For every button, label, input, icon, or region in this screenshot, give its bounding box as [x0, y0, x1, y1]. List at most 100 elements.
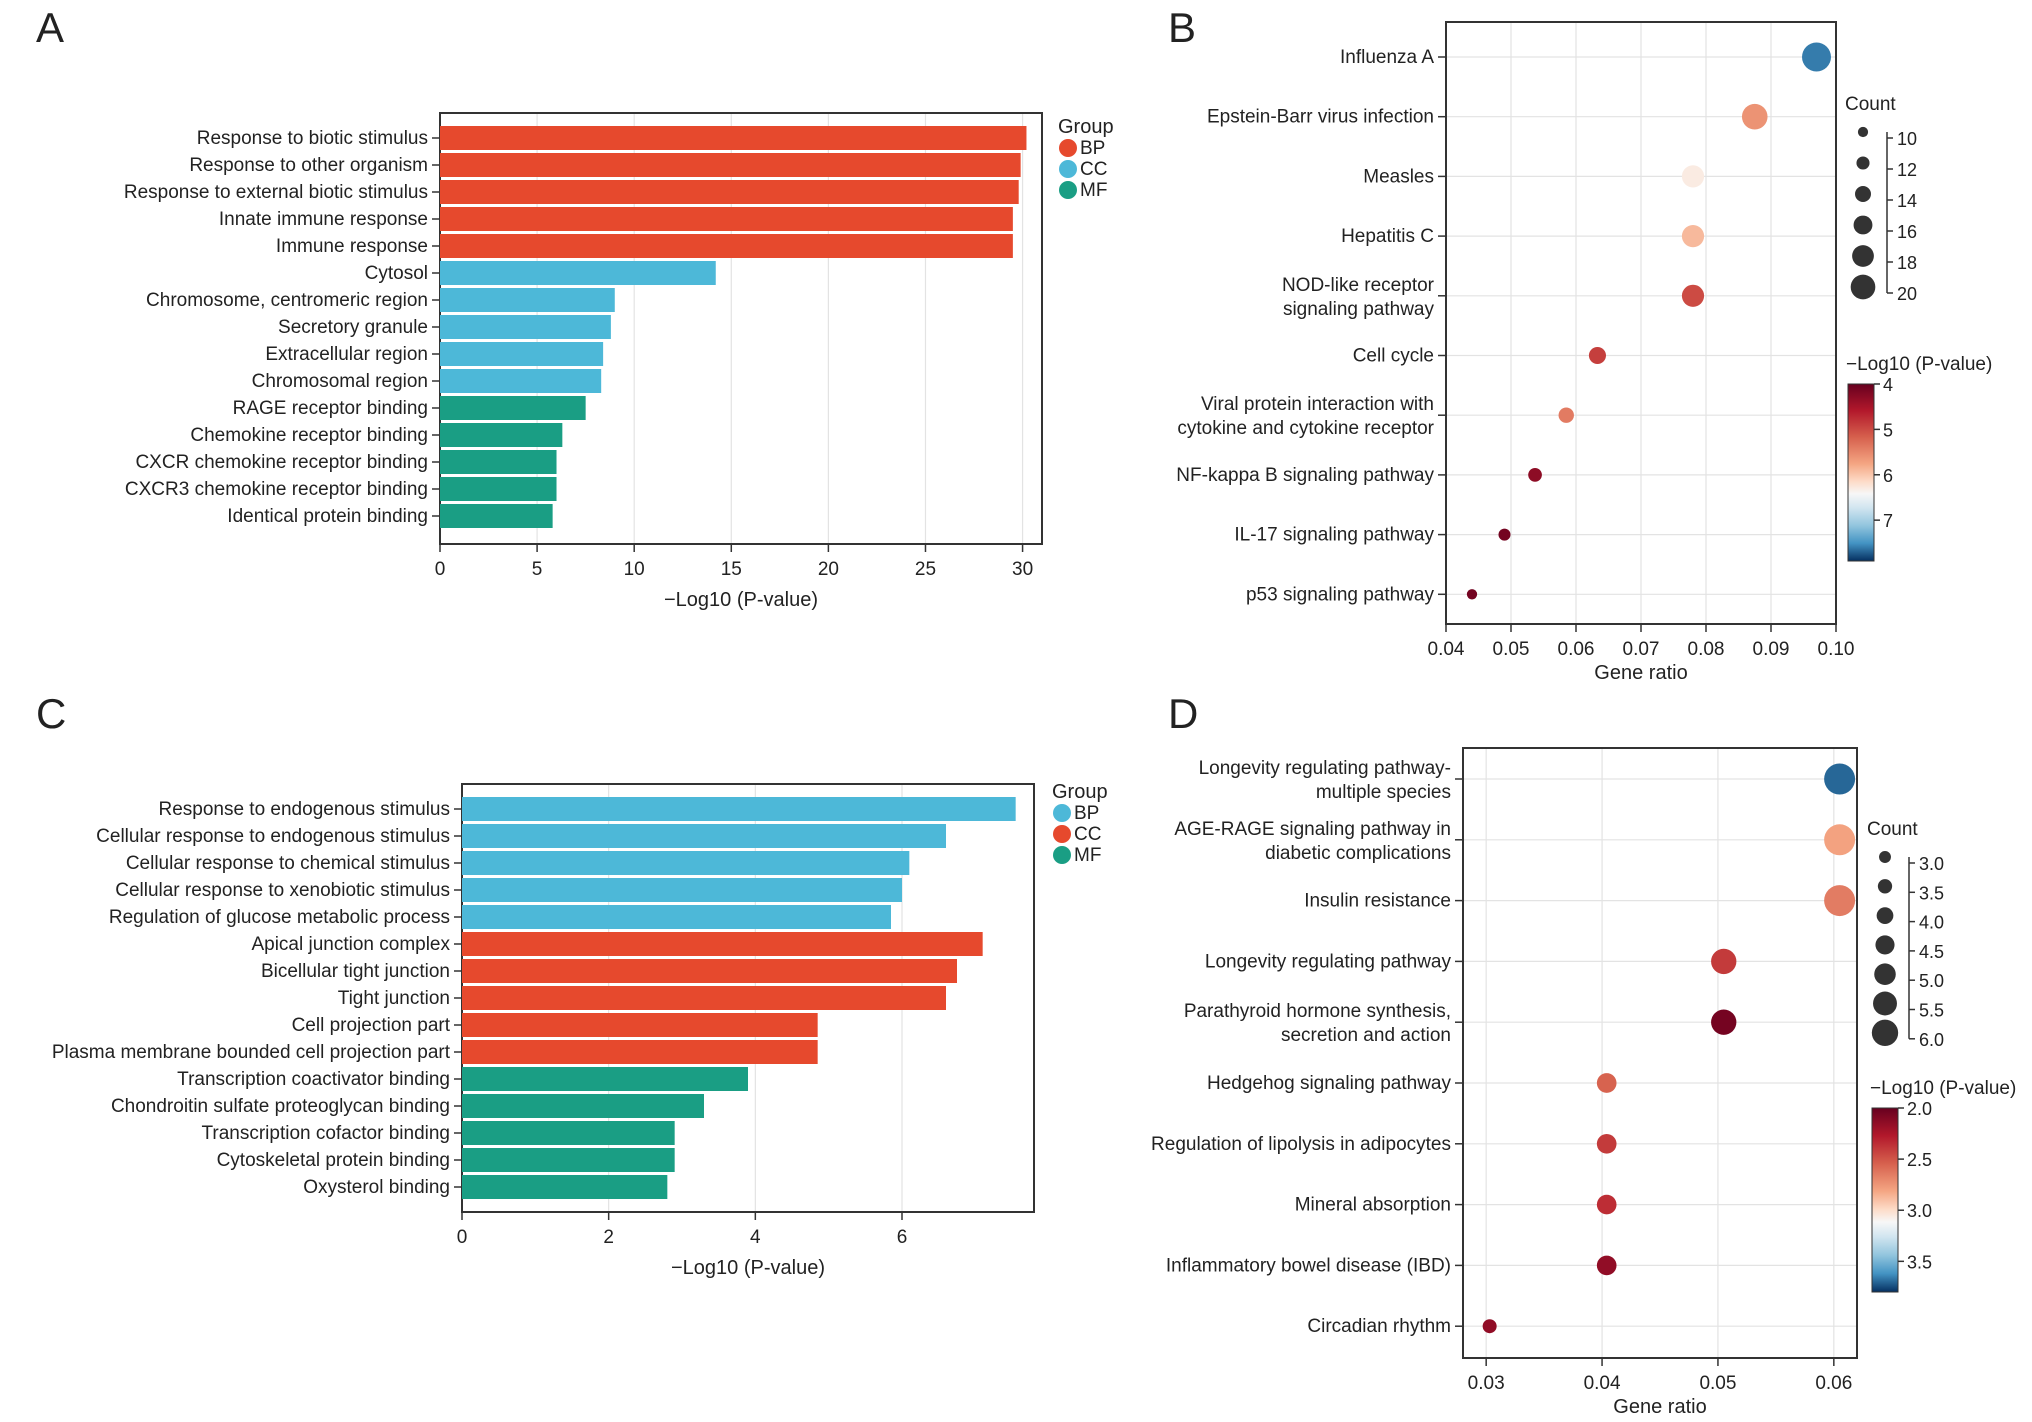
x-tick-label: 5 — [532, 559, 543, 580]
size-legend-label: 5.5 — [1919, 1001, 1944, 1021]
data-point — [1824, 824, 1856, 856]
color-legend-title: −Log10 (P-value) — [1870, 1078, 2016, 1099]
panel-letter-c: C — [36, 690, 66, 737]
bar — [462, 1013, 818, 1037]
y-tick-label: Transcription cofactor binding — [201, 1123, 450, 1144]
x-tick-label: 0.03 — [1468, 1373, 1505, 1394]
legend-swatch — [1059, 160, 1077, 178]
y-tick-label: diabetic complications — [1265, 843, 1451, 864]
legend-label: CC — [1074, 824, 1101, 845]
bar — [440, 396, 586, 420]
bar — [440, 369, 602, 393]
y-tick-label: Cytosol — [365, 263, 428, 284]
y-tick-label: Oxysterol binding — [303, 1177, 450, 1198]
size-legend-dot — [1871, 1019, 1899, 1046]
y-tick-label: Plasma membrane bounded cell projection … — [52, 1042, 451, 1063]
y-tick-label: Chondroitin sulfate proteoglycan binding — [111, 1096, 450, 1117]
y-tick-label: Viral protein interaction with — [1201, 394, 1434, 415]
size-legend-dot — [1852, 245, 1874, 267]
legend-title: Group — [1058, 116, 1114, 138]
y-tick-label: Regulation of glucose metabolic process — [109, 907, 450, 928]
x-axis-title: Gene ratio — [1594, 662, 1687, 684]
size-legend-dot — [1850, 274, 1876, 300]
bar — [462, 1040, 818, 1064]
bar — [462, 1094, 704, 1118]
y-tick-label: RAGE receptor binding — [233, 398, 428, 419]
data-point — [1824, 885, 1856, 917]
bar — [440, 450, 557, 474]
y-tick-label: Hepatitis C — [1341, 226, 1434, 247]
size-legend-dot — [1873, 991, 1897, 1016]
y-tick-label: Response to endogenous stimulus — [158, 799, 450, 820]
y-tick-label: secretion and action — [1281, 1025, 1451, 1046]
color-legend-bar — [1871, 1107, 1899, 1293]
y-tick-label: AGE-RAGE signaling pathway in — [1174, 819, 1451, 840]
y-tick-label: Insulin resistance — [1304, 891, 1451, 912]
legend-swatch — [1059, 139, 1077, 157]
y-tick-label: Response to biotic stimulus — [197, 128, 428, 149]
y-tick-label: Epstein-Barr virus infection — [1207, 107, 1434, 128]
legend-swatch — [1059, 181, 1077, 199]
size-legend-dot — [1855, 186, 1871, 202]
data-point — [1482, 1319, 1497, 1334]
y-tick-label: Response to other organism — [189, 155, 428, 176]
y-tick-label: CXCR3 chemokine receptor binding — [125, 479, 428, 500]
legend-label: BP — [1074, 803, 1099, 824]
data-point — [1741, 103, 1768, 130]
bar — [462, 1175, 668, 1199]
y-tick-label: signaling pathway — [1283, 299, 1435, 320]
legend-label: MF — [1074, 845, 1101, 866]
y-tick-label: Circadian rhythm — [1307, 1316, 1451, 1337]
color-legend-label: 2.0 — [1907, 1099, 1932, 1119]
color-legend-bar — [1847, 383, 1875, 562]
bar — [440, 477, 557, 501]
bar — [440, 261, 716, 285]
y-tick-label: CXCR chemokine receptor binding — [135, 452, 428, 473]
panel-letter-b: B — [1168, 4, 1196, 51]
color-legend-label: 3.5 — [1907, 1252, 1932, 1272]
size-legend-dot — [1875, 935, 1895, 955]
data-point — [1711, 948, 1737, 975]
y-tick-label: Chromosomal region — [252, 371, 428, 392]
data-point — [1681, 284, 1705, 307]
size-legend-label: 16 — [1897, 222, 1917, 242]
y-tick-label: Cellular response to chemical stimulus — [126, 853, 450, 874]
y-tick-label: Chromosome, centromeric region — [146, 290, 428, 311]
size-legend-dot — [1879, 851, 1891, 863]
x-tick-label: 6 — [897, 1227, 908, 1248]
x-axis-title: Gene ratio — [1613, 1396, 1706, 1418]
bar — [462, 986, 946, 1010]
data-point — [1681, 225, 1705, 248]
y-tick-label: IL-17 signaling pathway — [1234, 525, 1434, 546]
size-legend-label: 3.5 — [1919, 883, 1944, 903]
y-tick-label: Longevity regulating pathway — [1205, 951, 1452, 972]
color-legend-label: 7 — [1883, 511, 1893, 531]
color-legend-label: 5 — [1883, 420, 1893, 440]
data-point — [1681, 165, 1705, 188]
y-tick-label: Secretory granule — [278, 317, 428, 338]
size-legend-label: 5.0 — [1919, 971, 1944, 991]
color-legend-title: −Log10 (P-value) — [1846, 354, 1992, 375]
y-tick-label: Extracellular region — [265, 344, 428, 365]
legend-swatch — [1053, 804, 1071, 822]
panel-letter-d: D — [1168, 690, 1198, 737]
bar — [462, 1067, 748, 1091]
x-tick-label: 0.10 — [1818, 639, 1855, 660]
data-point — [1498, 528, 1511, 541]
legend-label: CC — [1080, 159, 1107, 180]
x-axis-title: −Log10 (P-value) — [664, 589, 818, 611]
x-tick-label: 4 — [750, 1227, 761, 1248]
x-tick-label: 0.05 — [1493, 639, 1530, 660]
y-tick-label: Tight junction — [338, 988, 450, 1009]
bar — [440, 180, 1019, 204]
y-tick-label: Hedgehog signaling pathway — [1207, 1073, 1452, 1094]
y-tick-label: Cellular response to xenobiotic stimulus — [115, 880, 450, 901]
size-legend-dot — [1877, 879, 1893, 894]
bar — [462, 1148, 675, 1172]
color-legend-label: 6 — [1883, 466, 1893, 486]
x-tick-label: 0.06 — [1558, 639, 1595, 660]
bar — [462, 959, 957, 983]
bar — [440, 423, 563, 447]
x-tick-label: 0.09 — [1753, 639, 1790, 660]
bar — [440, 207, 1013, 231]
